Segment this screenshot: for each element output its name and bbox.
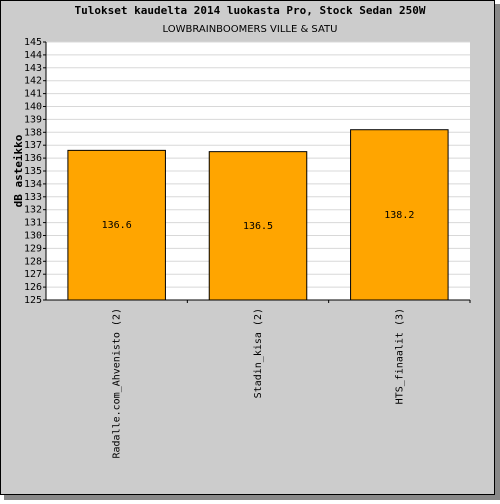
y-tick-label: 137: [24, 140, 42, 151]
y-tick-label: 132: [24, 205, 42, 216]
x-tick-label: HTS_finaalit (3): [394, 308, 405, 404]
bar: [208, 151, 308, 301]
x-tick-label: Radalle.com_Ahvenisto (2): [112, 308, 123, 459]
y-tick-label: 145: [24, 37, 42, 48]
y-tick-label: 133: [24, 192, 42, 203]
value-label: 138.2: [384, 210, 414, 221]
y-tick-label: 143: [24, 63, 42, 74]
x-tick-label: Stadin_kisa (2): [253, 308, 264, 398]
y-tick-label: 131: [24, 218, 42, 229]
y-tick-label: 127: [24, 269, 42, 280]
y-tick-label: 136: [24, 153, 42, 164]
y-axis-label: dB asteikko: [12, 134, 25, 207]
y-tick-label: 129: [24, 243, 42, 254]
y-tick-label: 128: [24, 256, 42, 267]
y-tick-label: 144: [24, 50, 42, 61]
y-tick-label: 125: [24, 295, 42, 306]
y-tick-label: 138: [24, 127, 42, 138]
value-label: 136.6: [102, 220, 132, 231]
y-tick-label: 135: [24, 166, 42, 177]
y-tick-label: 134: [24, 179, 42, 190]
bar: [67, 149, 166, 301]
y-tick-label: 140: [24, 102, 42, 113]
y-tick-label: 130: [24, 231, 42, 242]
y-tick-label: 126: [24, 282, 42, 293]
bar: [350, 129, 449, 301]
y-tick-label: 142: [24, 76, 42, 87]
chart-subtitle: LOWBRAINBOOMERS VILLE & SATU: [163, 24, 338, 35]
chart-title: Tulokset kaudelta 2014 luokasta Pro, Sto…: [75, 4, 426, 17]
y-tick-label: 141: [24, 89, 42, 100]
value-label: 136.5: [243, 221, 273, 232]
y-tick-label: 139: [24, 114, 42, 125]
